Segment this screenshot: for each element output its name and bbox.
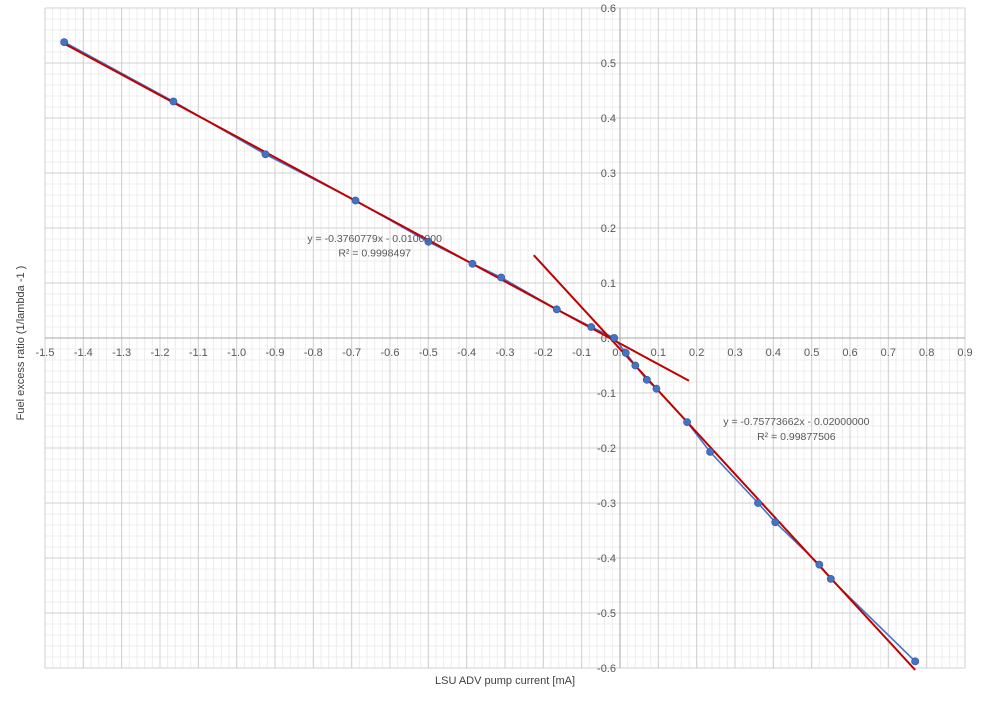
data-point (552, 305, 561, 314)
x-tick-label: 0.2 (689, 347, 704, 359)
x-tick-label: 0.6 (842, 347, 857, 359)
trendline-labels: y = -0.3760779x - 0.0100000 R² = 0.999849… (307, 233, 869, 443)
x-tick-label: -0.1 (572, 347, 591, 359)
y-tick-label: -0.6 (597, 663, 616, 675)
trendline-r2-1: R² = 0.9998497 (338, 248, 411, 260)
x-tick-label: -0.5 (419, 347, 438, 359)
x-tick-label: -0.7 (342, 347, 361, 359)
x-axis-title: LSU ADV pump current [mA] (435, 675, 575, 687)
x-tick-label: -1.5 (36, 347, 55, 359)
data-point (169, 97, 178, 106)
data-point (652, 384, 661, 393)
y-tick-label: -0.4 (597, 553, 616, 565)
y-tick-label: 0.6 (601, 3, 616, 15)
x-tick-label: -0.8 (304, 347, 323, 359)
y-tick-label: 0.5 (601, 58, 616, 70)
x-tick-label: -1.4 (74, 347, 93, 359)
data-point (911, 657, 920, 666)
x-tick-label: -0.6 (381, 347, 400, 359)
x-tick-label: -0.9 (266, 347, 285, 359)
y-tick-label: 0.2 (601, 223, 616, 235)
data-point (351, 196, 360, 205)
y-tick-label: -0.5 (597, 608, 616, 620)
data-point (497, 273, 506, 282)
data-point (771, 518, 780, 527)
data-point (468, 259, 477, 268)
x-tick-label: -0.4 (457, 347, 476, 359)
data-point (587, 323, 596, 331)
trendlines (63, 42, 916, 671)
y-tick-label: -0.1 (597, 388, 616, 400)
data-point (815, 560, 824, 569)
data-point (754, 499, 762, 507)
x-tick-label: -0.2 (534, 347, 553, 359)
data-point (642, 375, 651, 384)
data-point (683, 418, 691, 427)
y-tick-labels: -0.6-0.5-0.4-0.3-0.2-0.10.00.10.20.30.40… (597, 3, 616, 675)
data-point (261, 150, 270, 159)
data-point (706, 447, 714, 456)
x-tick-label: 0.3 (727, 347, 742, 359)
x-tick-label: -1.0 (227, 347, 246, 359)
y-axis-title: Fuel excess ratio (1/lambda -1 ) (15, 266, 27, 421)
trendline-r2-2: R² = 0.99877506 (757, 431, 836, 443)
y-tick-label: 0.4 (601, 113, 616, 125)
data-point (631, 361, 640, 370)
trendline-equation-1: y = -0.3760779x - 0.0100000 (307, 233, 442, 245)
y-tick-label: -0.3 (597, 498, 616, 510)
x-tick-label: 0.8 (919, 347, 934, 359)
x-tick-label: -1.1 (189, 347, 208, 359)
data-point (826, 575, 835, 583)
y-tick-label: 0.3 (601, 168, 616, 180)
axes (45, 8, 965, 668)
trendline-2 (533, 254, 916, 671)
x-tick-label: -1.3 (112, 347, 131, 359)
y-tick-label: 0.1 (601, 278, 616, 290)
x-tick-label: 0.7 (881, 347, 896, 359)
data-point (610, 334, 619, 342)
x-tick-label: 0.5 (804, 347, 819, 359)
x-tick-label: 0.9 (957, 347, 972, 359)
data-point (621, 348, 630, 357)
x-tick-label: 0.4 (766, 347, 781, 359)
x-tick-label: 0.1 (651, 347, 666, 359)
trendline-1 (63, 42, 690, 382)
x-tick-label: -0.3 (496, 347, 515, 359)
data-point (424, 237, 433, 246)
x-tick-label: -1.2 (151, 347, 170, 359)
trendline-equation-2: y = -0.75773662x - 0.02000000 (723, 416, 869, 428)
data-points (60, 38, 920, 666)
y-tick-label: -0.2 (597, 443, 616, 455)
data-point (60, 38, 69, 46)
